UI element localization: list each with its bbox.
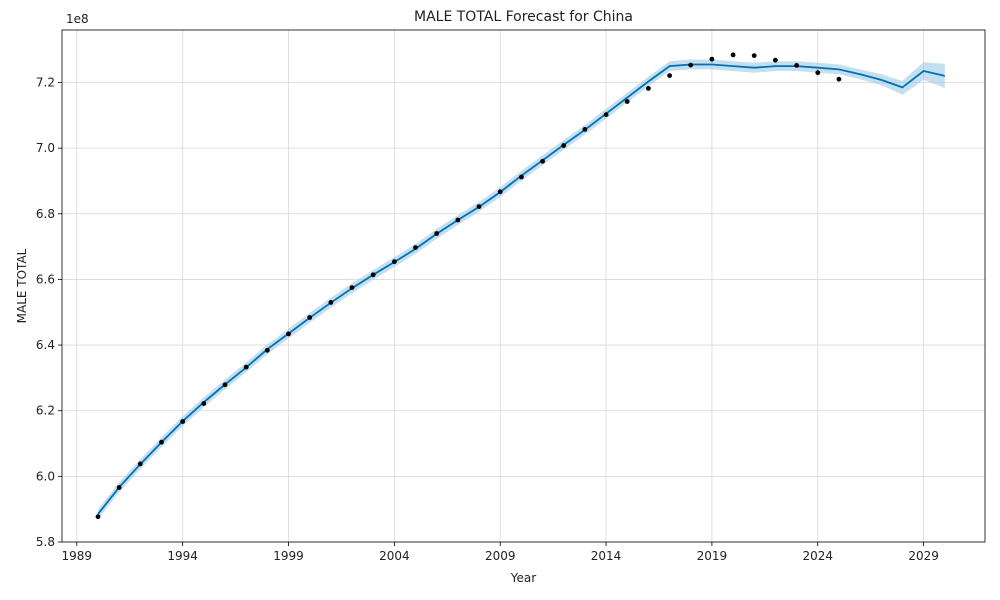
observed-point — [222, 382, 228, 388]
y-tick-label: 7.2 — [36, 76, 55, 90]
observed-point — [751, 53, 757, 58]
observed-point — [413, 245, 418, 251]
x-tick-label: 2019 — [697, 549, 728, 563]
plot-frame — [61, 29, 986, 543]
x-tick-label: 2029 — [908, 549, 939, 563]
x-axis-ticks: 1989 1994 1999 2004 2009 2014 2019 2024 2029 — [62, 542, 939, 563]
observed-point — [603, 112, 609, 118]
y-tick-label: 7.0 — [36, 141, 55, 155]
observed-point — [540, 158, 545, 164]
y-tick-label: 6.2 — [36, 404, 55, 418]
y-tick-label: 5.8 — [36, 535, 55, 549]
observed-point — [455, 217, 461, 223]
observed-point — [370, 272, 376, 278]
x-axis-label: Year — [510, 571, 536, 585]
observed-point — [392, 259, 397, 265]
observed-point — [836, 76, 842, 82]
y-tick-label: 6.6 — [36, 272, 55, 286]
observed-point — [264, 347, 270, 353]
observed-point — [646, 86, 651, 91]
observed-point — [328, 300, 334, 305]
x-tick-label: 1994 — [167, 549, 198, 563]
observed-point — [815, 70, 821, 76]
observed-point — [688, 62, 694, 68]
y-axis-ticks: 5.8 6.0 6.2 6.4 6.6 6.8 7.0 7.2 — [36, 76, 62, 549]
x-tick-label: 1989 — [62, 549, 93, 563]
observed-point — [561, 143, 567, 148]
observed-point — [137, 461, 143, 467]
observed-point — [180, 419, 186, 424]
x-tick-label: 2024 — [802, 549, 833, 563]
observed-point — [519, 174, 524, 180]
y-axis-multiplier: 1e8 — [66, 12, 89, 26]
observed-point — [709, 56, 715, 62]
x-tick-label: 2004 — [379, 549, 410, 563]
chart-title: MALE TOTAL Forecast for China — [414, 9, 633, 25]
observed-point — [159, 439, 164, 445]
observed-point — [497, 189, 503, 195]
observed-point — [307, 315, 313, 320]
observed-point — [243, 364, 249, 370]
observed-point — [201, 401, 207, 406]
observed-point — [349, 285, 355, 290]
observed-point — [773, 57, 778, 63]
observed-points — [95, 52, 842, 520]
observed-point — [794, 63, 799, 68]
y-axis-label: MALE TOTAL — [15, 248, 29, 323]
y-tick-label: 6.4 — [36, 338, 55, 352]
x-tick-label: 2014 — [591, 549, 622, 563]
observed-point — [730, 52, 736, 58]
observed-point — [286, 331, 291, 337]
y-tick-label: 6.0 — [36, 469, 55, 483]
observed-point — [434, 231, 440, 236]
x-tick-label: 2009 — [485, 549, 516, 563]
x-tick-label: 1999 — [273, 549, 304, 563]
observed-point — [667, 73, 672, 78]
observed-point — [582, 126, 588, 132]
observed-point — [476, 204, 482, 210]
observed-point — [624, 99, 630, 104]
observed-point — [95, 514, 101, 520]
observed-point — [116, 485, 122, 490]
y-tick-label: 6.8 — [36, 207, 55, 221]
